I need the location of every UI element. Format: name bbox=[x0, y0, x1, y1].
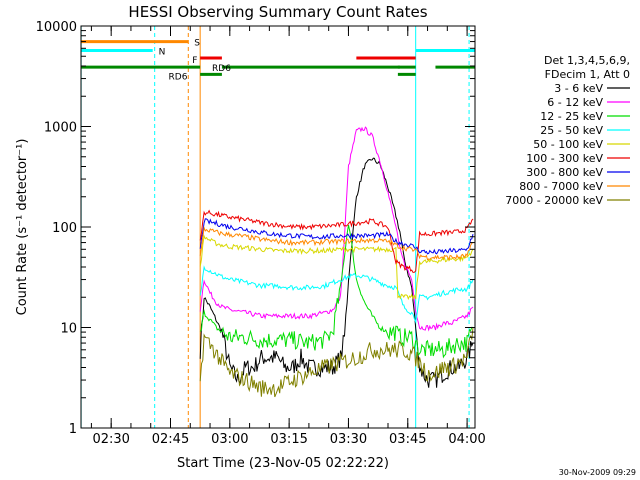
legend-label-3: 25 - 50 keV bbox=[540, 124, 603, 137]
flag-label-0: S bbox=[194, 39, 200, 49]
chart-title: HESSI Observing Summary Count Rates bbox=[128, 3, 427, 21]
legend-label-4: 50 - 100 keV bbox=[533, 138, 603, 151]
series-line-0 bbox=[199, 157, 474, 388]
series-line-5 bbox=[199, 209, 474, 273]
y-tick-label-0: 1 bbox=[69, 422, 77, 437]
legend-header-1: FDecim 1, Att 0 bbox=[545, 68, 630, 81]
legend-label-7: 800 - 7000 keV bbox=[519, 180, 603, 193]
x-tick-label-2: 03:00 bbox=[211, 432, 248, 447]
x-tick-label-4: 03:30 bbox=[330, 432, 367, 447]
flag-label-4: RD6 bbox=[169, 73, 188, 83]
x-tick-label-0: 02:30 bbox=[92, 432, 129, 447]
flag-label-2: F bbox=[192, 56, 197, 66]
legend-label-5: 100 - 300 keV bbox=[526, 152, 603, 165]
series-line-2 bbox=[199, 224, 474, 359]
legend-header-0: Det 1,3,4,5,6,9, bbox=[544, 54, 630, 67]
legend-label-8: 7000 - 20000 keV bbox=[505, 194, 603, 207]
series-line-7 bbox=[199, 225, 474, 261]
flag-bars: S N F RD6 RD6 bbox=[81, 39, 475, 83]
y-tick-label-1: 10 bbox=[60, 322, 77, 337]
x-tick-label-6: 04:00 bbox=[448, 432, 485, 447]
footer-date: 30-Nov-2009 09:29 bbox=[559, 468, 636, 477]
legend-label-6: 300 - 800 keV bbox=[526, 166, 603, 179]
x-tick-label-3: 03:15 bbox=[270, 432, 307, 447]
x-tick-label-1: 02:45 bbox=[152, 432, 189, 447]
legend: Det 1,3,4,5,6,9,FDecim 1, Att 03 - 6 keV… bbox=[505, 54, 630, 207]
y-axis: 1 10 100 1000 10000 bbox=[36, 20, 475, 437]
x-axis: 02:30 02:45 03:00 03:15 03:30 03:45 04:00 bbox=[90, 26, 486, 447]
y-tick-label-2: 100 bbox=[52, 221, 77, 236]
legend-label-2: 12 - 25 keV bbox=[540, 110, 603, 123]
legend-label-1: 6 - 12 keV bbox=[547, 96, 603, 109]
y-tick-label-3: 1000 bbox=[44, 121, 77, 136]
y-tick-label-4: 10000 bbox=[36, 20, 77, 35]
event-markers bbox=[81, 26, 470, 428]
series-line-3 bbox=[199, 265, 474, 324]
series-line-4 bbox=[199, 234, 474, 301]
legend-label-0: 3 - 6 keV bbox=[554, 82, 603, 95]
series-line-8 bbox=[199, 327, 474, 398]
series-layer bbox=[199, 126, 474, 398]
flag-label-3: RD6 bbox=[212, 64, 231, 74]
y-axis-label: Count Rate (s⁻¹ detector⁻¹) bbox=[15, 139, 30, 316]
x-tick-label-5: 03:45 bbox=[389, 432, 426, 447]
series-line-6 bbox=[199, 218, 474, 255]
x-axis-label: Start Time (23-Nov-05 02:22:22) bbox=[177, 456, 389, 471]
flag-label-1: N bbox=[159, 48, 166, 58]
